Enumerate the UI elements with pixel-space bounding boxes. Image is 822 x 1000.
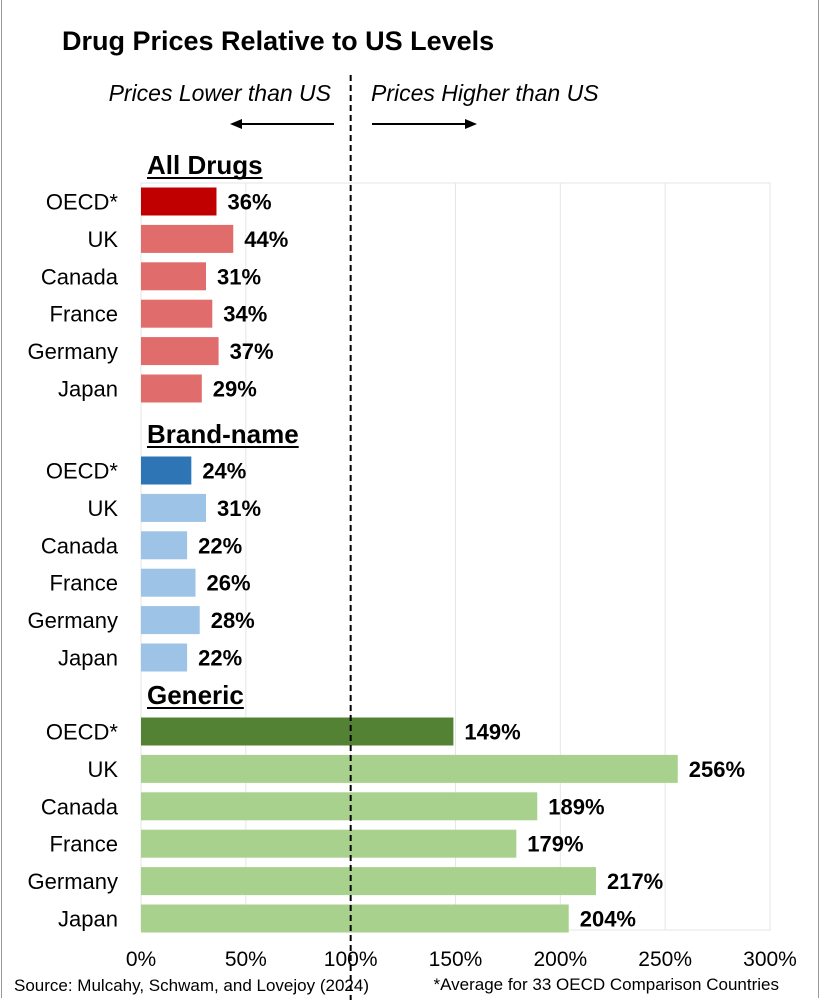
data-label: 31% bbox=[217, 264, 261, 289]
data-label: 24% bbox=[202, 459, 246, 484]
data-label: 179% bbox=[527, 832, 583, 857]
bar bbox=[141, 299, 213, 328]
bar bbox=[141, 262, 206, 291]
data-label: 31% bbox=[217, 496, 261, 521]
bar bbox=[141, 754, 678, 783]
category-label: OECD* bbox=[46, 190, 119, 215]
bar bbox=[141, 867, 596, 896]
data-label: 204% bbox=[580, 907, 636, 932]
group-header: All Drugs bbox=[147, 150, 263, 180]
category-label: Japan bbox=[58, 907, 118, 932]
category-label: Germany bbox=[28, 869, 118, 894]
bar bbox=[141, 374, 202, 403]
data-label: 26% bbox=[207, 571, 251, 596]
bar bbox=[141, 643, 188, 672]
category-label: OECD* bbox=[46, 720, 119, 745]
x-tick-label: 0% bbox=[126, 948, 156, 971]
chart-title: Drug Prices Relative to US Levels bbox=[62, 26, 494, 56]
category-label: UK bbox=[87, 227, 118, 252]
bar bbox=[141, 829, 517, 858]
category-label: Germany bbox=[28, 339, 118, 364]
bar bbox=[141, 337, 219, 366]
bar bbox=[141, 717, 454, 746]
category-label: UK bbox=[87, 496, 118, 521]
category-label: Japan bbox=[58, 377, 118, 402]
x-tick-label: 50% bbox=[225, 948, 267, 971]
category-label: Canada bbox=[41, 794, 119, 819]
data-label: 22% bbox=[198, 533, 242, 558]
category-label: Japan bbox=[58, 646, 118, 671]
annotation-higher: Prices Higher than US bbox=[371, 80, 599, 106]
x-tick-label: 200% bbox=[533, 948, 587, 971]
bar bbox=[141, 456, 192, 485]
group-header: Brand-name bbox=[147, 419, 299, 449]
category-label: OECD* bbox=[46, 459, 119, 484]
category-label: Canada bbox=[41, 264, 119, 289]
category-label: France bbox=[50, 832, 118, 857]
data-label: 256% bbox=[689, 757, 745, 782]
data-label: 149% bbox=[464, 720, 520, 745]
data-label: 36% bbox=[227, 190, 271, 215]
category-label: France bbox=[50, 302, 118, 327]
bar bbox=[141, 568, 196, 597]
category-label: UK bbox=[87, 757, 118, 782]
data-label: 29% bbox=[213, 377, 257, 402]
bar-layer bbox=[141, 187, 678, 933]
group-header: Generic bbox=[147, 680, 244, 710]
bar bbox=[141, 493, 206, 522]
data-label: 22% bbox=[198, 646, 242, 671]
bar bbox=[141, 531, 188, 560]
x-tick-label: 300% bbox=[743, 948, 797, 971]
x-tick-label: 250% bbox=[638, 948, 692, 971]
bar bbox=[141, 224, 234, 253]
source-note: Source: Mulcahy, Schwam, and Lovejoy (20… bbox=[14, 976, 369, 995]
category-label: Germany bbox=[28, 608, 118, 633]
data-label: 34% bbox=[223, 302, 267, 327]
footnote: *Average for 33 OECD Comparison Countrie… bbox=[433, 975, 779, 994]
data-label: 217% bbox=[607, 869, 663, 894]
category-label: France bbox=[50, 571, 118, 596]
category-label: Canada bbox=[41, 533, 119, 558]
arrow-right-icon bbox=[372, 119, 477, 129]
annotation-lower: Prices Lower than US bbox=[109, 80, 332, 106]
arrow-left-icon bbox=[230, 119, 334, 129]
x-tick-label: 150% bbox=[429, 948, 483, 971]
data-label: 28% bbox=[211, 608, 255, 633]
data-label: 189% bbox=[548, 794, 604, 819]
data-label: 44% bbox=[244, 227, 288, 252]
bar bbox=[141, 187, 217, 216]
data-label: 37% bbox=[230, 339, 274, 364]
bar bbox=[141, 792, 538, 821]
bar bbox=[141, 904, 569, 933]
bar bbox=[141, 606, 200, 635]
